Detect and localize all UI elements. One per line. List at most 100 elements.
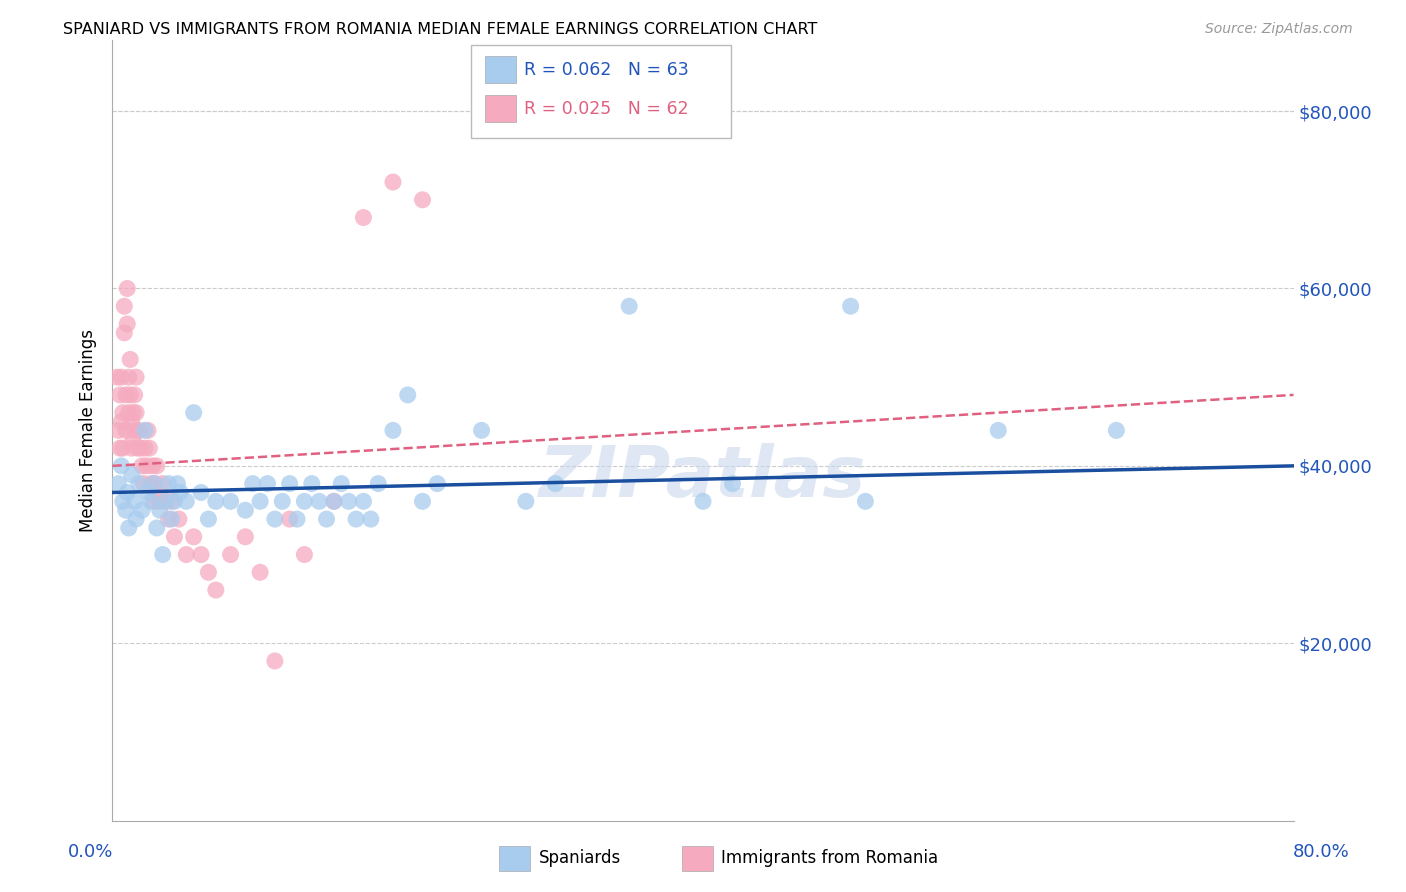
Point [142,476,165,491]
Point [114,503,136,517]
Point [855,494,877,508]
Point [264,512,287,526]
Point [544,476,567,491]
Point [118,406,141,420]
Point [152,476,174,491]
Point [143,476,166,491]
Point [121,415,143,429]
Point [121,467,143,482]
Point [174,494,197,508]
Point [411,193,433,207]
Point [987,424,1010,438]
Point [301,476,323,491]
Point [183,406,205,420]
Point [132,476,155,491]
Point [285,512,308,526]
Text: 0.0%: 0.0% [67,843,112,861]
Point [121,441,143,455]
Point [125,512,148,526]
Point [136,485,159,500]
Point [183,530,205,544]
Point [233,503,256,517]
Point [118,370,141,384]
Point [111,494,134,508]
Point [155,494,177,508]
Point [108,388,131,402]
Point [105,370,128,384]
Point [122,406,145,420]
Point [127,441,149,455]
Point [138,441,160,455]
Point [152,548,174,562]
Point [344,512,367,526]
Text: 80.0%: 80.0% [1294,843,1350,861]
Point [131,503,153,517]
Point [112,326,135,340]
Point [219,548,242,562]
Y-axis label: Median Female Earnings: Median Female Earnings [79,329,97,532]
Point [426,476,449,491]
Point [515,494,537,508]
Point [352,211,374,225]
Point [292,548,315,562]
Point [190,548,212,562]
Point [163,494,186,508]
Point [470,424,494,438]
Point [146,458,169,473]
Point [124,424,146,438]
Text: Immigrants from Romania: Immigrants from Romania [721,849,938,867]
Point [323,494,346,508]
Text: ZIPatlas: ZIPatlas [540,442,866,512]
Point [249,566,271,580]
Point [139,494,162,508]
Point [134,441,156,455]
Point [108,441,131,455]
Point [233,530,256,544]
Point [382,424,405,438]
Point [110,370,132,384]
Point [249,494,271,508]
Point [120,388,142,402]
Point [337,494,360,508]
Point [149,494,172,508]
Point [256,476,278,491]
Point [110,458,132,473]
Point [114,424,136,438]
Point [160,494,183,508]
Point [112,299,135,313]
Point [242,476,264,491]
Point [120,352,142,367]
Point [721,476,744,491]
Point [315,512,337,526]
Point [169,485,191,500]
Point [129,441,152,455]
Point [135,458,157,473]
Text: R = 0.025   N = 62: R = 0.025 N = 62 [524,100,689,118]
Point [367,476,389,491]
Point [149,503,172,517]
Text: R = 0.062   N = 63: R = 0.062 N = 63 [524,61,689,78]
Point [110,415,132,429]
Point [160,512,183,526]
Point [128,476,150,491]
Point [141,458,163,473]
Point [205,494,228,508]
Point [125,406,148,420]
Point [114,388,136,402]
Text: SPANIARD VS IMMIGRANTS FROM ROMANIA MEDIAN FEMALE EARNINGS CORRELATION CHART: SPANIARD VS IMMIGRANTS FROM ROMANIA MEDI… [63,22,818,37]
Point [219,494,242,508]
Point [360,512,382,526]
Point [124,494,146,508]
Point [382,175,405,189]
Point [107,424,129,438]
Point [619,299,641,313]
Point [323,494,346,508]
Point [117,485,138,500]
Point [124,388,146,402]
Point [146,521,169,535]
Point [292,494,315,508]
Point [111,406,134,420]
Point [163,530,186,544]
Point [117,317,138,331]
Point [128,424,150,438]
